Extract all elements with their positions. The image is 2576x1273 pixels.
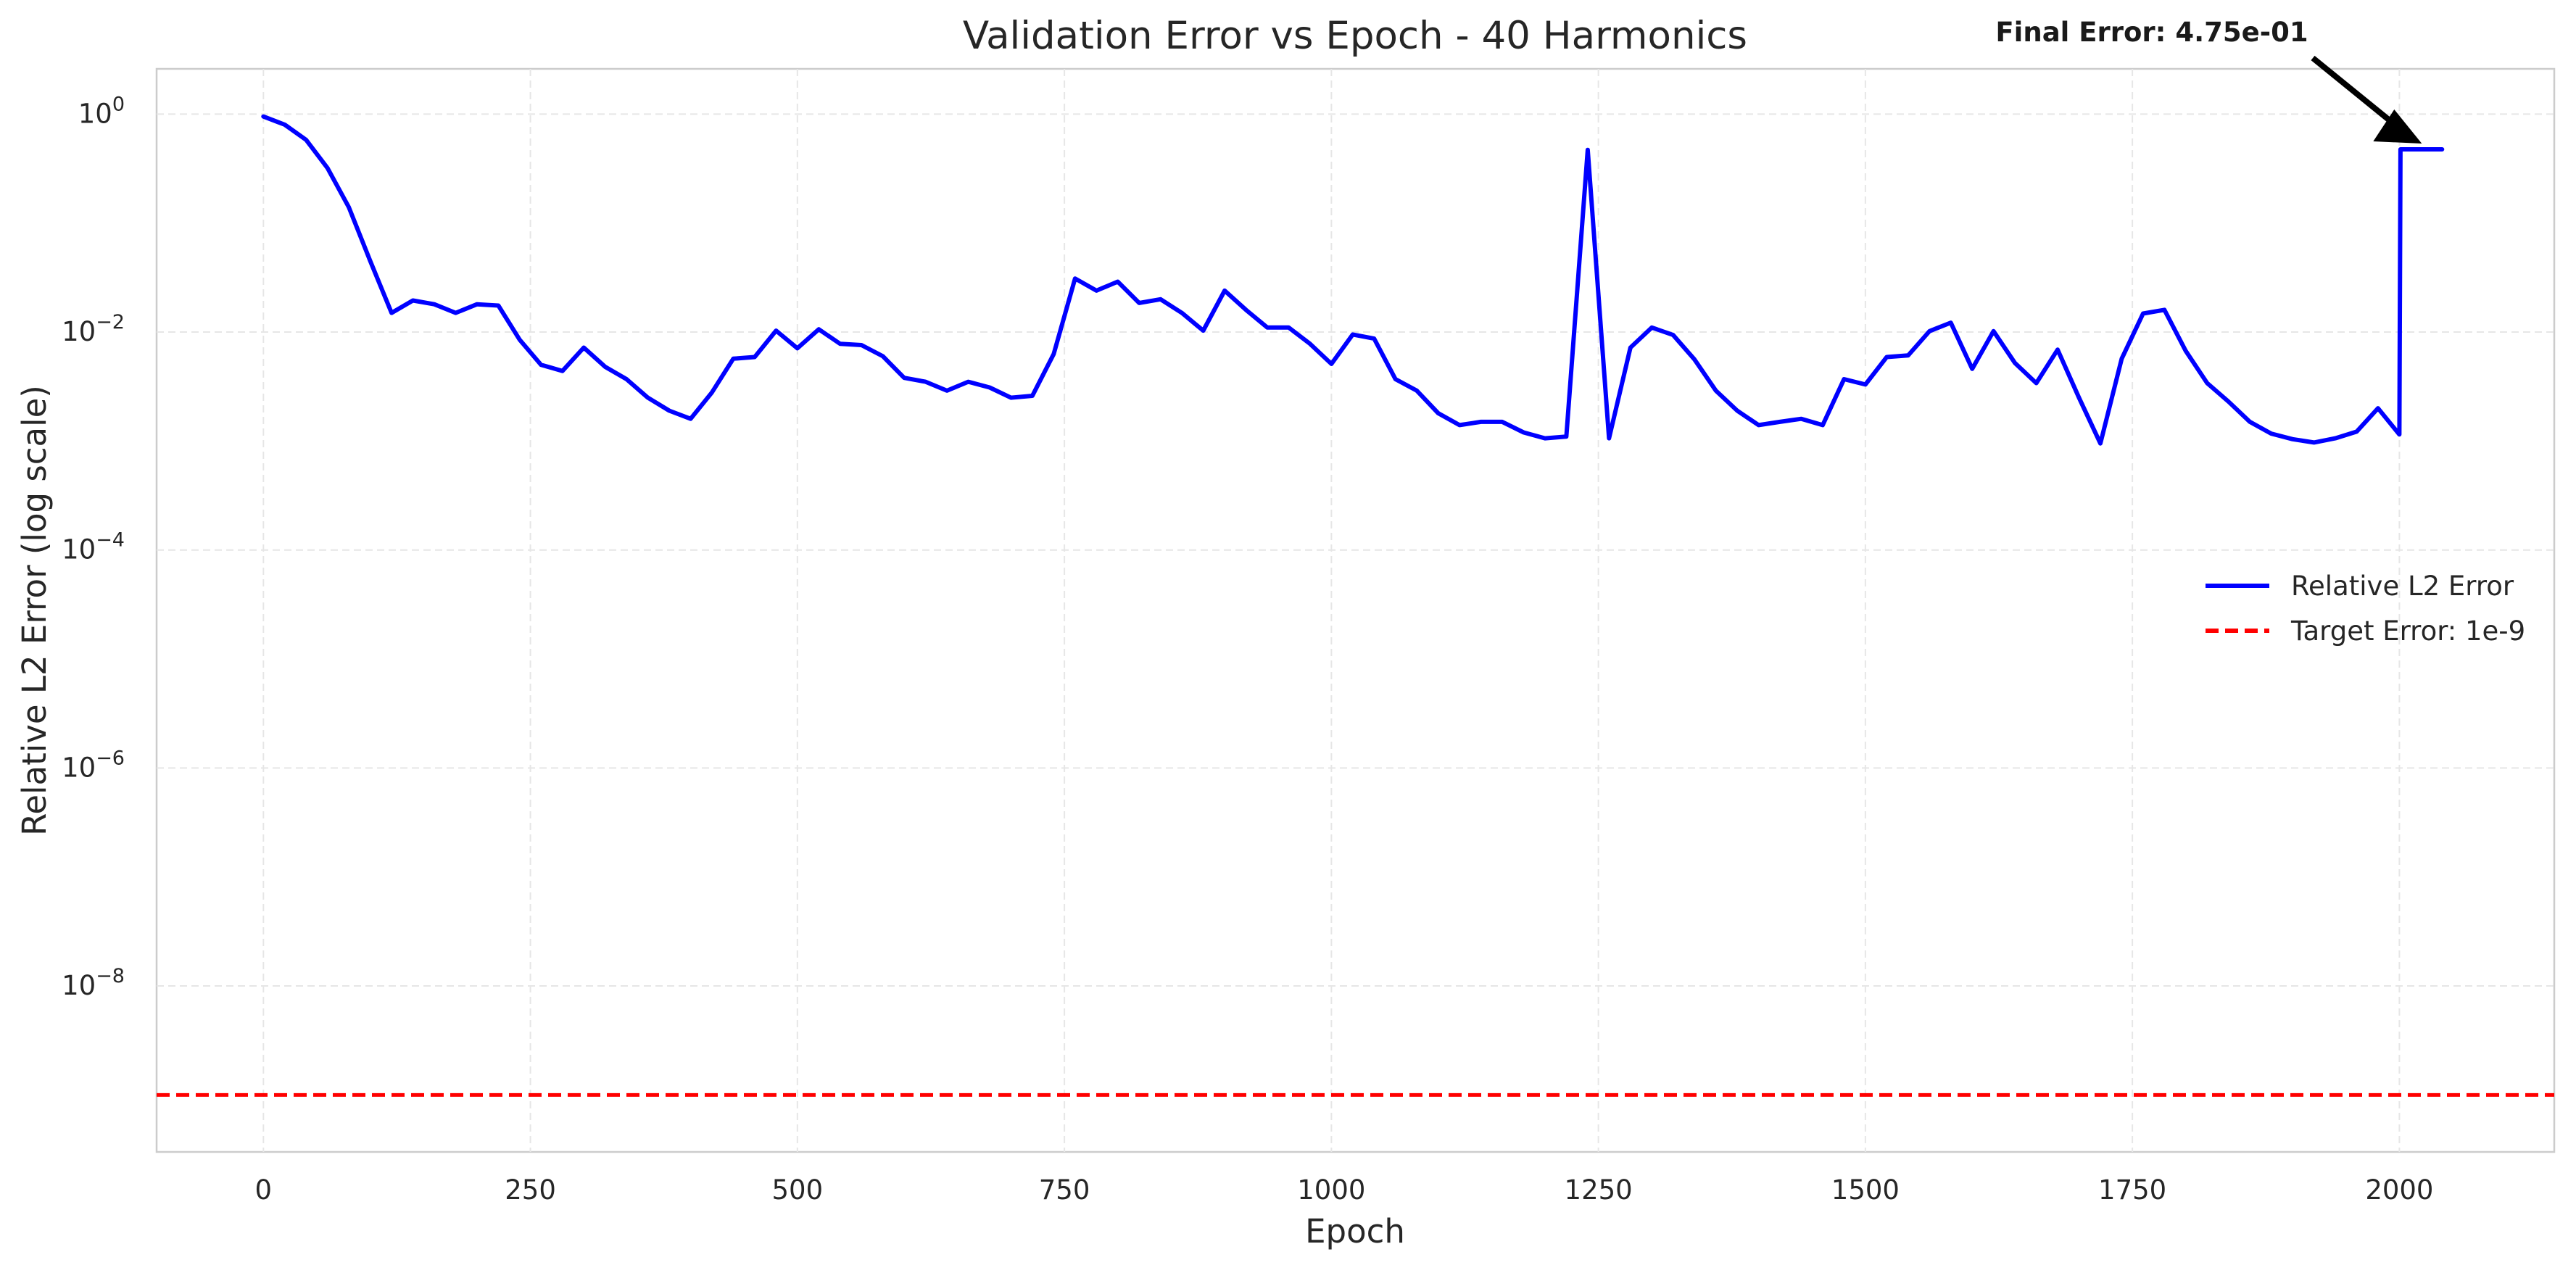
y-tick-base: 10 [78,98,112,129]
x-tick-label: 1750 [2098,1174,2166,1206]
x-tick-label: 500 [772,1174,824,1206]
legend: Relative L2 Error Target Error: 1e-9 [2206,571,2525,647]
y-tick-base: 10 [62,752,96,783]
x-tick-label: 1500 [1831,1174,1900,1206]
y-tick-label: 100 [78,93,125,129]
y-tick-base: 10 [62,316,96,347]
series-layer [157,114,2554,1097]
legend-label: Target Error: 1e-9 [2290,615,2525,647]
annotation-layer: Final Error: 4.75e-01 [1995,17,2422,144]
y-tick-base: 10 [62,970,96,1001]
y-tick-exponent: 0 [112,93,125,115]
x-axis-title: Epoch [1305,1212,1405,1251]
x-tick-label: 1000 [1297,1174,1365,1206]
legend-label: Relative L2 Error [2291,571,2514,602]
y-tick-label: 10−8 [62,965,125,1001]
y-tick-exponent: −2 [96,311,125,333]
y-axis-title: Relative L2 Error (log scale) [15,385,54,836]
y-tick-exponent: −8 [96,965,125,987]
y-tick-label: 10−4 [62,529,125,565]
final-error-annotation: Final Error: 4.75e-01 [1995,17,2308,48]
annotation-arrow-shaft [2311,55,2405,134]
grid [157,69,2554,1152]
y-tick-label: 10−2 [62,311,125,347]
error-series-line [261,114,2445,446]
x-tick-label: 2000 [2365,1174,2433,1206]
plot-area [155,67,2556,1153]
x-tick-label: 1250 [1565,1174,1633,1206]
x-tick-label: 0 [255,1174,273,1206]
chart-title: Validation Error vs Epoch - 40 Harmonics [963,14,1747,58]
y-tick-exponent: −4 [96,529,125,552]
annotation-arrow-head [2373,109,2422,144]
x-tick-labels: 0 250 500 750 1000 1250 1500 1750 2000 [255,1174,2434,1206]
x-tick-label: 750 [1039,1174,1090,1206]
y-tick-base: 10 [62,534,96,565]
x-tick-label: 250 [505,1174,556,1206]
y-tick-label: 10−6 [62,747,125,783]
y-tick-exponent: −6 [96,747,125,769]
